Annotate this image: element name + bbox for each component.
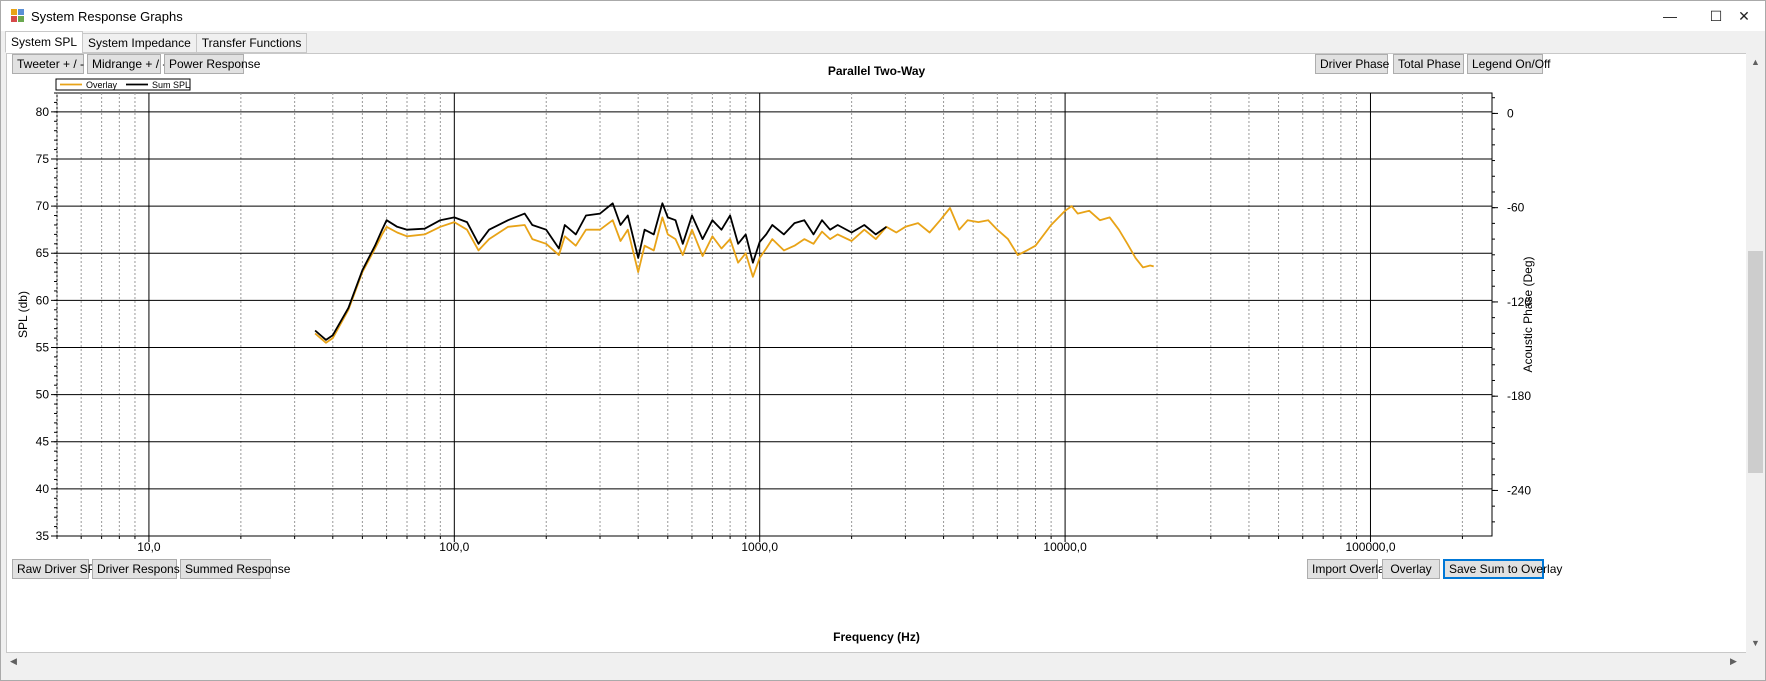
y-tick-label: 70 [36, 199, 50, 213]
tweeter-polarity-button[interactable]: Tweeter + / - [12, 54, 84, 74]
x-axis-label: Frequency (Hz) [833, 630, 920, 644]
y2-tick-label: -60 [1507, 201, 1525, 215]
plot-area [56, 92, 1493, 537]
scroll-left-icon[interactable]: ◀ [10, 656, 17, 666]
y-tick-label: 55 [36, 340, 50, 354]
x-tick-label: 10000,0 [1043, 540, 1087, 554]
y2-axis-label: Acoustic Phase (Deg) [1521, 256, 1535, 372]
scroll-down-icon[interactable]: ▼ [1751, 638, 1760, 648]
driver-responses-button[interactable]: Driver Responses [92, 559, 192, 579]
y2-tick-label: -240 [1507, 483, 1531, 497]
app-icon [11, 9, 24, 22]
x-tick-label: 1000,0 [741, 540, 778, 554]
window-title: System Response Graphs [31, 9, 183, 24]
total-phase-button[interactable]: Total Phase [1393, 54, 1464, 74]
title-bar: System Response Graphs — ☐ ✕ [1, 1, 1765, 31]
x-tick-label: 100,0 [439, 540, 469, 554]
spl-chart: 10,0 100,0 1000,0 10000,0 100000,0 35 40 45 50 55… [16, 78, 1535, 554]
x-tick-label: 100000,0 [1345, 540, 1395, 554]
y-tick-label: 50 [36, 388, 50, 402]
system-spl-panel: Tweeter + / - Midrange + / - Power Respo… [6, 53, 1747, 653]
y2-tick-label: -120 [1507, 295, 1531, 309]
scroll-right-icon[interactable]: ▶ [1730, 656, 1737, 666]
overlay-series-line [314, 205, 1154, 344]
x-tick-label: 10,0 [137, 540, 161, 554]
tab-system-spl[interactable]: System SPL [5, 31, 84, 53]
close-icon: ✕ [1738, 7, 1750, 24]
y-tick-label: 65 [36, 246, 50, 260]
y-tick-label: 40 [36, 482, 50, 496]
import-overlay-button[interactable]: Import Overlay [1307, 559, 1391, 579]
tab-strip: System SPL System Impedance Transfer Fun… [5, 31, 308, 53]
legend-toggle-button[interactable]: Legend On/Off [1467, 54, 1551, 74]
y-tick-label: 60 [36, 293, 50, 307]
power-response-button[interactable]: Power Response [164, 54, 260, 74]
legend-label: Overlay [86, 80, 118, 90]
summed-response-button[interactable]: Summed Response [180, 559, 290, 579]
minimize-icon: — [1663, 8, 1677, 24]
y-tick-label: 45 [36, 435, 50, 449]
chart-title: Parallel Two-Way [827, 64, 926, 78]
close-button[interactable]: ✕ [1721, 1, 1766, 31]
midrange-polarity-button[interactable]: Midrange + / - [87, 54, 166, 74]
y2-tick-label: -180 [1507, 389, 1531, 403]
tab-transfer-functions[interactable]: Transfer Functions [195, 33, 308, 53]
save-sum-to-overlay-button[interactable]: Save Sum to Overlay [1443, 559, 1562, 579]
scroll-up-icon[interactable]: ▲ [1751, 57, 1760, 67]
maximize-button[interactable]: ☐ [1693, 1, 1739, 31]
driver-phase-button[interactable]: Driver Phase [1315, 54, 1389, 74]
legend-box [55, 78, 191, 91]
overlay-button[interactable]: Overlay [1382, 559, 1440, 579]
horizontal-scrollbar[interactable]: ◀ ▶ [6, 653, 1747, 670]
vertical-scrollbar[interactable]: ▲ ▼ [1746, 53, 1765, 653]
y-axis-label: SPL (db) [16, 291, 30, 338]
y-tick-label: 35 [36, 529, 50, 543]
vertical-scroll-thumb[interactable] [1748, 251, 1763, 473]
y-tick-label: 80 [36, 105, 50, 119]
y2-tick-label: 0 [1507, 106, 1514, 120]
minimize-button[interactable]: — [1647, 1, 1693, 31]
sum-spl-series-line [314, 202, 887, 341]
y-tick-label: 75 [36, 152, 50, 166]
legend-label: Sum SPL [152, 80, 190, 90]
raw-driver-spl-button[interactable]: Raw Driver SPL [12, 559, 102, 579]
tab-system-impedance[interactable]: System Impedance [82, 33, 197, 53]
maximize-icon: ☐ [1709, 7, 1723, 24]
